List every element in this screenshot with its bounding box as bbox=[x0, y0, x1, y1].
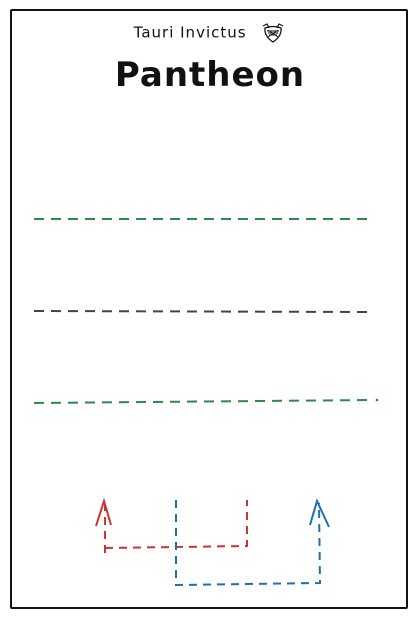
page-title: Pantheon bbox=[114, 55, 306, 95]
subtitle-row: Tauri Invictus bbox=[0, 22, 420, 44]
masked-face-icon bbox=[263, 23, 284, 43]
subtitle: Tauri Invictus bbox=[133, 23, 247, 42]
page-card bbox=[10, 9, 408, 609]
